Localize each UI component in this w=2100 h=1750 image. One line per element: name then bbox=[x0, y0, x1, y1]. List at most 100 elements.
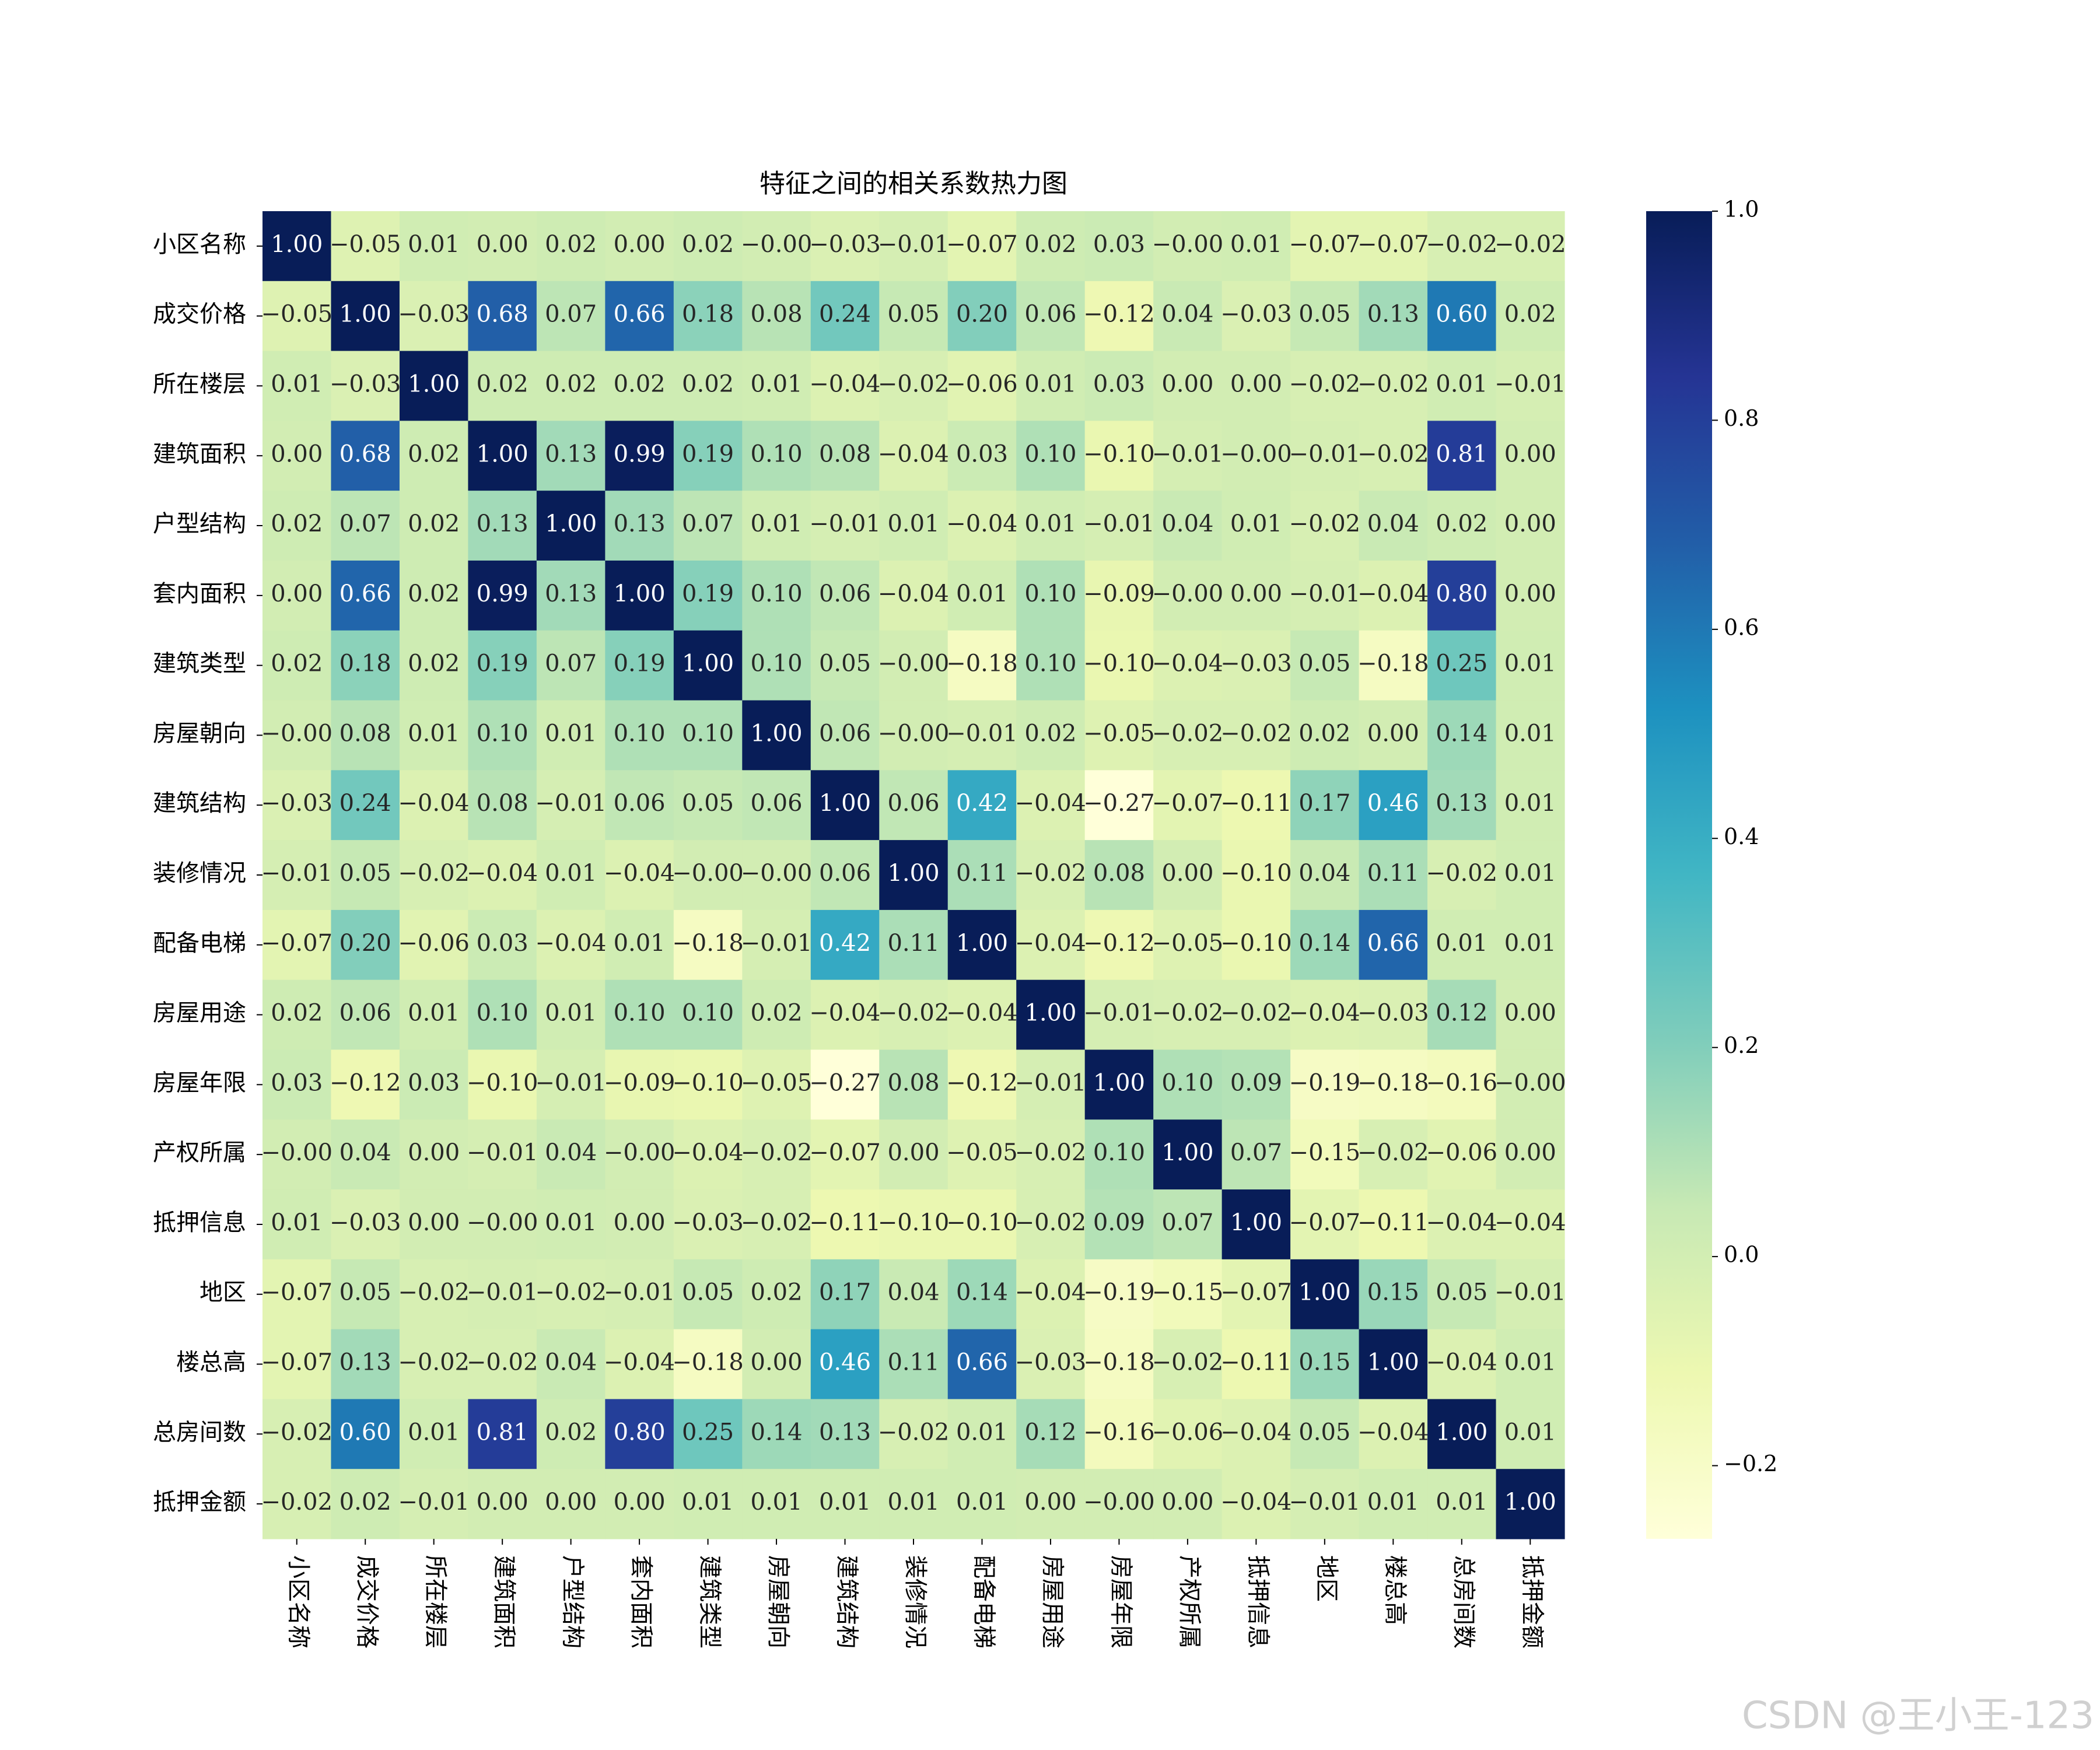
cell bbox=[331, 1189, 400, 1260]
cell bbox=[605, 211, 674, 282]
cell-label: 0.00 bbox=[1024, 1489, 1076, 1516]
cell bbox=[810, 700, 880, 771]
cell-label: 0.42 bbox=[956, 790, 1008, 817]
cell bbox=[1016, 211, 1086, 282]
cell bbox=[1153, 1049, 1223, 1120]
cell-label: 0.00 bbox=[1504, 580, 1556, 607]
cell-label: 0.00 bbox=[1230, 370, 1282, 397]
cell-label: 0.05 bbox=[682, 1279, 734, 1306]
cell-label: −0.11 bbox=[809, 1209, 881, 1236]
y-tick-label: 房屋朝向 bbox=[153, 720, 246, 747]
cell bbox=[1496, 1119, 1565, 1190]
cell-label: 0.02 bbox=[271, 650, 323, 677]
x-tick-label: 户型结构 bbox=[559, 1555, 586, 1648]
cell-label: −0.05 bbox=[1152, 930, 1224, 957]
cell bbox=[1496, 840, 1565, 911]
cell-label: 0.02 bbox=[408, 580, 460, 607]
cell bbox=[536, 351, 606, 421]
cell-label: −0.04 bbox=[604, 1349, 676, 1376]
cell bbox=[673, 1399, 743, 1469]
cell-label: 0.60 bbox=[340, 1419, 391, 1446]
cell-label: 0.00 bbox=[887, 1139, 939, 1166]
cell bbox=[468, 351, 537, 421]
cell bbox=[1222, 1049, 1291, 1120]
cell bbox=[742, 1189, 811, 1260]
cell bbox=[262, 351, 332, 421]
cell bbox=[331, 979, 400, 1051]
cell-label: 0.02 bbox=[751, 1000, 803, 1027]
cell-label: 1.00 bbox=[1024, 1000, 1076, 1027]
cell bbox=[742, 421, 811, 491]
cell bbox=[1084, 1329, 1154, 1400]
cell-label: −0.12 bbox=[1083, 930, 1155, 957]
cell-label: 0.08 bbox=[819, 440, 871, 467]
cell-label: 0.02 bbox=[477, 370, 528, 397]
cell bbox=[605, 281, 674, 352]
cell bbox=[673, 770, 743, 841]
cell bbox=[947, 1119, 1017, 1190]
cell bbox=[1359, 1189, 1428, 1260]
cell-label: 0.04 bbox=[1298, 860, 1350, 887]
cell-label: 0.01 bbox=[751, 510, 803, 537]
cell bbox=[399, 909, 469, 981]
y-tick-label: 楼总高 bbox=[176, 1349, 246, 1376]
cell-label: −0.05 bbox=[261, 301, 332, 328]
cell-label: 0.01 bbox=[545, 1000, 597, 1027]
cell-label: −0.00 bbox=[1152, 580, 1224, 607]
cell bbox=[742, 979, 811, 1051]
cell bbox=[1496, 560, 1565, 631]
cell bbox=[331, 560, 400, 631]
cell bbox=[1427, 1399, 1497, 1469]
cell bbox=[1290, 491, 1360, 561]
cell bbox=[468, 979, 537, 1051]
cell bbox=[605, 1259, 674, 1330]
cell-label: 1.00 bbox=[614, 580, 666, 607]
cell bbox=[1427, 630, 1497, 701]
cell-label: −0.00 bbox=[1220, 440, 1292, 467]
cell bbox=[1153, 840, 1223, 911]
cell-label: −0.04 bbox=[398, 790, 470, 817]
cell-label: 0.05 bbox=[340, 860, 391, 887]
cell-label: 1.00 bbox=[1230, 1209, 1282, 1236]
cell-label: −0.00 bbox=[878, 650, 950, 677]
cell bbox=[1290, 840, 1360, 911]
cell bbox=[810, 211, 880, 282]
cell bbox=[879, 211, 949, 282]
cell bbox=[262, 979, 332, 1051]
cell-label: 0.01 bbox=[1504, 860, 1556, 887]
cell-label: 0.60 bbox=[1436, 301, 1488, 328]
cell bbox=[1290, 1189, 1360, 1260]
cell-label: 0.01 bbox=[1504, 930, 1556, 957]
cell bbox=[1359, 909, 1428, 981]
cell-label: −0.06 bbox=[1426, 1139, 1498, 1166]
cell-label: 0.01 bbox=[1504, 790, 1556, 817]
cell bbox=[1222, 1399, 1291, 1469]
cell bbox=[1427, 1119, 1497, 1190]
cell bbox=[947, 281, 1017, 352]
cell-label: 0.46 bbox=[819, 1349, 871, 1376]
cell bbox=[879, 1049, 949, 1120]
cell-label: 0.04 bbox=[340, 1139, 391, 1166]
cell-label: −0.18 bbox=[672, 930, 744, 957]
cell-label: 0.01 bbox=[1504, 650, 1556, 677]
cell-label: 0.00 bbox=[1161, 370, 1213, 397]
cell-label: 0.11 bbox=[887, 1349, 939, 1376]
cell-label: 0.14 bbox=[956, 1279, 1008, 1306]
cell-label: 0.14 bbox=[751, 1419, 803, 1446]
cell bbox=[536, 1049, 606, 1120]
cell bbox=[1084, 1399, 1154, 1469]
cell bbox=[673, 1049, 743, 1120]
cell bbox=[1153, 351, 1223, 421]
cell-label: −0.04 bbox=[878, 580, 950, 607]
cell-label: 0.00 bbox=[614, 1209, 666, 1236]
cell-label: −0.00 bbox=[672, 860, 744, 887]
cell bbox=[1359, 1119, 1428, 1190]
cell-label: −0.02 bbox=[741, 1209, 813, 1236]
cell-label: −0.04 bbox=[809, 1000, 881, 1027]
cell-label: 0.02 bbox=[1504, 301, 1556, 328]
cell bbox=[468, 560, 537, 631]
cell-label: −0.01 bbox=[1015, 1069, 1087, 1096]
cell bbox=[1084, 1469, 1154, 1539]
cell bbox=[1359, 630, 1428, 701]
cell bbox=[810, 1399, 880, 1469]
